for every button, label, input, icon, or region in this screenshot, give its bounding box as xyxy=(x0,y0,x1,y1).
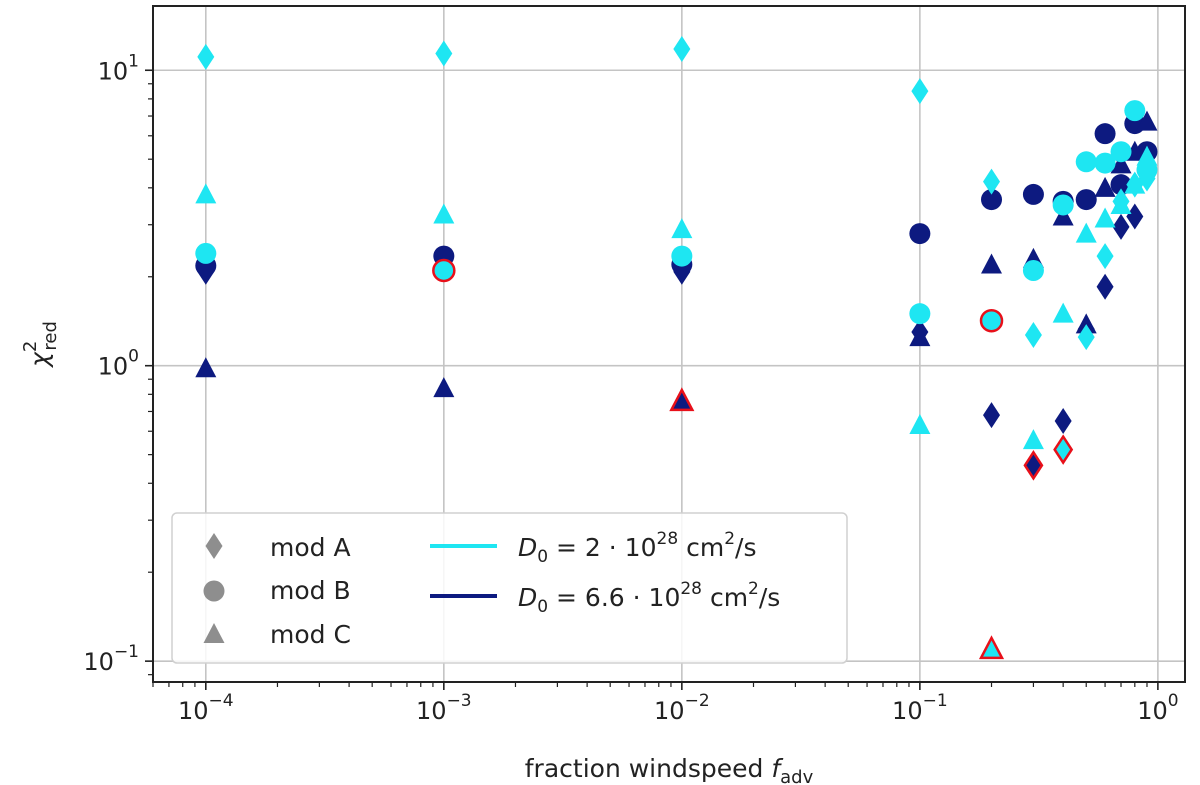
highlighted-point-diamond-d0-2e28 xyxy=(1053,434,1074,465)
data-point-circle-d0-2e28 xyxy=(909,303,931,325)
data-point-triangle-d0-6p6e28 xyxy=(909,326,931,347)
data-point-circle-d0-2e28 xyxy=(671,245,693,267)
data-point-triangle-d0-6p6e28 xyxy=(433,377,455,398)
data-point-circle-d0-6p6e28 xyxy=(1094,123,1116,145)
data-point-triangle-d0-2e28 xyxy=(1075,222,1097,243)
data-point-diamond-d0-2e28 xyxy=(197,43,215,70)
data-point-circle-d0-2e28 xyxy=(1022,260,1044,282)
data-point-diamond-d0-2e28 xyxy=(983,168,1001,195)
x-tick-label: 100 xyxy=(1137,691,1178,725)
data-point-triangle-d0-2e28 xyxy=(433,203,455,224)
data-point-circle-d0-6p6e28 xyxy=(1110,174,1132,196)
data-point-triangle-d0-6p6e28 xyxy=(1075,313,1097,334)
data-point-diamond-d0-6p6e28 xyxy=(1112,213,1130,240)
legend: mod A mod B mod C D0 = 2 · 1028 cm2/s D0… xyxy=(171,512,848,664)
data-point-triangle-d0-6p6e28 xyxy=(195,357,217,378)
legend-marker-triangle xyxy=(203,623,225,643)
data-point-diamond-d0-2e28 xyxy=(1024,322,1042,349)
data-point-triangle-d0-2e28 xyxy=(671,218,693,239)
data-point-circle-d0-2e28 xyxy=(195,242,217,264)
data-point-diamond-d0-6p6e28 xyxy=(1126,203,1144,230)
x-axis-label: fraction windspeed fadv xyxy=(525,754,814,785)
y-tick-label: 10−1 xyxy=(83,642,139,676)
highlighted-point-circle-d0-2e28 xyxy=(979,308,1004,333)
data-points xyxy=(195,36,1158,660)
data-point-triangle-d0-2e28 xyxy=(1124,173,1146,194)
data-point-triangle-d0-2e28 xyxy=(1110,193,1132,214)
legend-label-d0-low: D0 = 2 · 1028 cm2/s xyxy=(518,529,756,567)
legend-marker-circle xyxy=(203,580,225,602)
data-point-circle-d0-2e28 xyxy=(1094,152,1116,174)
legend-label-mod-b: mod B xyxy=(270,576,351,605)
legend-label-mod-c: mod C xyxy=(270,620,351,649)
data-point-triangle-d0-6p6e28 xyxy=(1094,176,1116,197)
y-tick-label: 101 xyxy=(98,51,139,85)
data-point-triangle-d0-6p6e28 xyxy=(1136,110,1158,131)
data-point-circle-d0-6p6e28 xyxy=(909,223,931,245)
highlighted-point-triangle-d0-6p6e28 xyxy=(669,387,695,412)
axis-ticks: 10−4 10−3 10−2 10−1 100 10−1 100 101 xyxy=(83,51,1178,725)
data-point-triangle-d0-2e28 xyxy=(909,413,931,434)
data-point-diamond-d0-2e28 xyxy=(435,40,453,67)
data-point-circle-d0-2e28 xyxy=(1110,141,1132,163)
data-point-circle-d0-2e28 xyxy=(1075,151,1097,173)
legend-label-mod-a: mod A xyxy=(270,533,351,562)
data-point-diamond-d0-6p6e28 xyxy=(1096,273,1114,300)
legend-marker-diamond xyxy=(205,533,223,559)
highlighted-point-circle-d0-2e28 xyxy=(432,258,456,283)
y-axis-label: χ2red xyxy=(20,321,61,369)
data-point-triangle-d0-2e28 xyxy=(195,183,217,204)
x-tick-label: 10−3 xyxy=(416,691,472,725)
highlighted-point-diamond-d0-6p6e28 xyxy=(1023,450,1044,481)
data-point-diamond-d0-2e28 xyxy=(673,36,691,63)
data-point-circle-d0-6p6e28 xyxy=(1022,183,1044,205)
data-point-diamond-d0-2e28 xyxy=(1096,243,1114,270)
legend-label-d0-high: D0 = 6.6 · 1028 cm2/s xyxy=(518,579,780,617)
data-point-triangle-d0-6p6e28 xyxy=(981,253,1003,274)
plot-frame xyxy=(152,5,1186,683)
data-point-triangle-d0-2e28 xyxy=(1094,207,1116,228)
data-point-diamond-d0-2e28 xyxy=(1077,324,1095,351)
data-point-circle-d0-6p6e28 xyxy=(1075,189,1097,211)
y-tick-label: 100 xyxy=(98,347,139,381)
data-point-triangle-d0-2e28 xyxy=(1136,145,1158,166)
legend-box xyxy=(171,512,848,664)
x-tick-label: 10−1 xyxy=(892,691,948,725)
data-point-triangle-d0-6p6e28 xyxy=(1110,153,1132,174)
data-point-circle-d0-6p6e28 xyxy=(981,189,1003,211)
data-point-diamond-d0-6p6e28 xyxy=(983,402,1001,429)
data-point-diamond-d0-2e28 xyxy=(911,78,929,105)
data-point-circle-d0-2e28 xyxy=(1052,194,1074,216)
data-point-diamond-d0-6p6e28 xyxy=(1054,407,1072,434)
data-point-circle-d0-2e28 xyxy=(1124,100,1146,122)
data-point-triangle-d0-2e28 xyxy=(1052,302,1074,323)
x-tick-label: 10−4 xyxy=(178,691,234,725)
highlighted-point-triangle-d0-2e28 xyxy=(978,635,1005,660)
data-point-triangle-d0-2e28 xyxy=(1022,429,1044,450)
x-tick-label: 10−2 xyxy=(654,691,710,725)
